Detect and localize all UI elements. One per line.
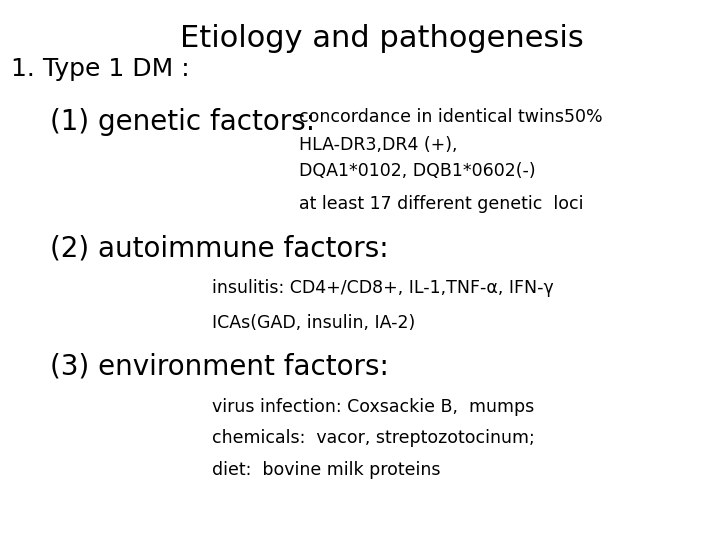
Text: insulitis: CD4+/CD8+, IL-1,TNF-α, IFN-γ: insulitis: CD4+/CD8+, IL-1,TNF-α, IFN-γ xyxy=(212,279,554,297)
Text: Etiology and pathogenesis: Etiology and pathogenesis xyxy=(180,24,583,53)
Text: chemicals:  vacor, streptozotocinum;: chemicals: vacor, streptozotocinum; xyxy=(212,429,535,447)
Text: virus infection: Coxsackie B,  mumps: virus infection: Coxsackie B, mumps xyxy=(212,398,535,416)
Text: (2) autoimmune factors:: (2) autoimmune factors: xyxy=(50,235,389,263)
Text: 1. Type 1 DM :: 1. Type 1 DM : xyxy=(11,57,189,80)
Text: at least 17 different genetic  loci: at least 17 different genetic loci xyxy=(299,195,583,213)
Text: (3) environment factors:: (3) environment factors: xyxy=(50,352,390,380)
Text: DQA1*0102, DQB1*0602(-): DQA1*0102, DQB1*0602(-) xyxy=(299,162,536,180)
Text: (1) genetic factors:: (1) genetic factors: xyxy=(50,108,315,136)
Text: concordance in identical twins50%: concordance in identical twins50% xyxy=(299,108,603,126)
Text: ICAs(GAD, insulin, IA-2): ICAs(GAD, insulin, IA-2) xyxy=(212,314,415,332)
Text: diet:  bovine milk proteins: diet: bovine milk proteins xyxy=(212,461,441,478)
Text: HLA-DR3,DR4 (+),: HLA-DR3,DR4 (+), xyxy=(299,136,457,154)
